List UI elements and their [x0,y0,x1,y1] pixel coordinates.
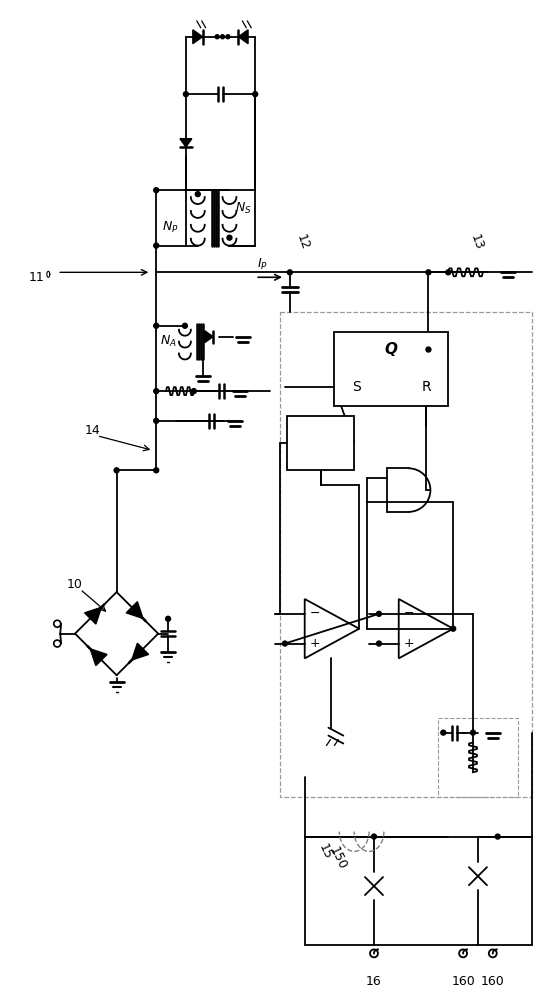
Text: −: − [403,607,414,620]
Circle shape [495,834,500,839]
Circle shape [154,389,159,394]
Polygon shape [238,30,248,44]
Text: 10: 10 [67,578,83,591]
Polygon shape [85,607,101,624]
Circle shape [183,323,188,328]
Text: $N_S$: $N_S$ [235,200,252,216]
Text: $N_A$: $N_A$ [160,334,177,349]
Circle shape [450,626,455,631]
Circle shape [154,418,159,423]
Circle shape [282,641,287,646]
Polygon shape [193,30,202,44]
Text: S: S [352,380,361,394]
Circle shape [441,730,446,735]
Polygon shape [132,643,148,660]
Bar [280,312,532,797]
Bar [305,837,532,945]
Text: R: R [422,380,431,394]
Circle shape [195,192,200,197]
Text: $N_P$: $N_P$ [162,220,179,235]
Text: 160: 160 [451,975,475,988]
Bar [438,718,518,797]
Text: 15: 15 [316,842,334,861]
Circle shape [426,270,431,275]
Circle shape [215,35,219,39]
Polygon shape [205,331,213,343]
Circle shape [221,35,224,39]
Circle shape [226,35,230,39]
Text: 150: 150 [327,844,349,872]
Circle shape [253,92,258,97]
Circle shape [191,389,196,394]
Text: −: − [309,607,320,620]
Text: 160: 160 [481,975,505,988]
Polygon shape [180,139,192,147]
Circle shape [470,730,475,735]
Circle shape [114,468,119,473]
Text: $I_P$: $I_P$ [257,257,268,272]
Text: 16: 16 [366,975,382,988]
Circle shape [287,270,292,275]
Text: 14: 14 [85,424,101,437]
Polygon shape [126,602,143,618]
Circle shape [166,616,170,621]
Text: +: + [403,637,414,650]
Circle shape [154,188,159,193]
Circle shape [184,92,189,97]
Circle shape [154,243,159,248]
Bar [287,416,354,470]
Circle shape [426,347,431,352]
Bar [334,332,448,406]
Text: 11: 11 [29,271,45,284]
Text: Q: Q [384,342,397,357]
Polygon shape [90,649,107,666]
Circle shape [154,468,159,473]
Circle shape [376,641,381,646]
Text: 12: 12 [294,233,311,252]
Text: +: + [309,637,320,650]
Circle shape [154,323,159,328]
Circle shape [227,235,232,240]
Circle shape [371,834,376,839]
Circle shape [376,611,381,616]
Text: 13: 13 [468,233,486,252]
Circle shape [446,270,450,275]
